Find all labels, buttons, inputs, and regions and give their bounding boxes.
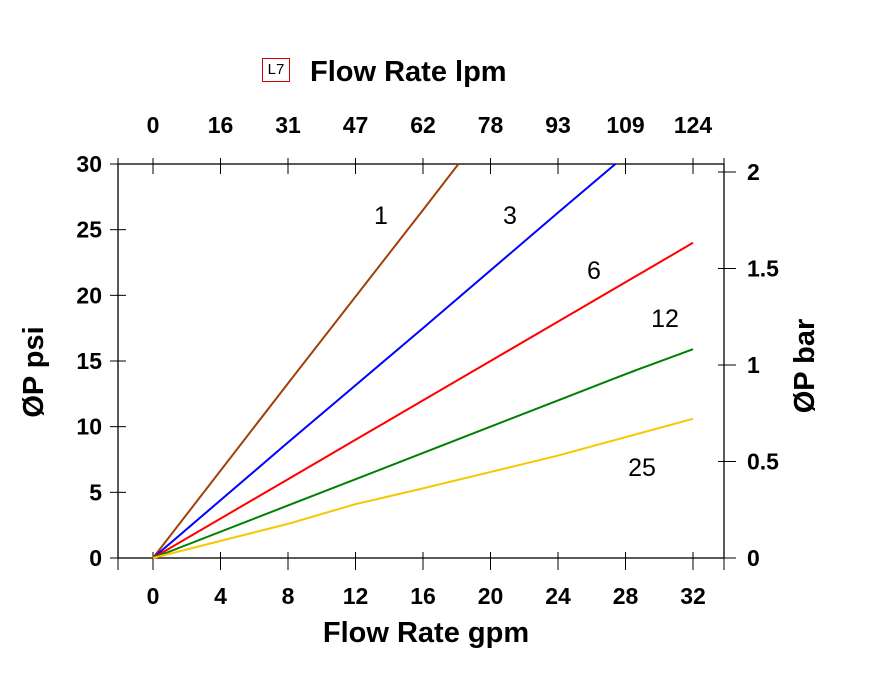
y-tick-label: 30 <box>76 151 102 177</box>
series-line-3 <box>152 163 617 559</box>
x2-tick-label: 31 <box>275 112 301 138</box>
x-tick-label: 8 <box>282 583 295 609</box>
x-tick-label: 12 <box>343 583 369 609</box>
series-line-12 <box>152 348 694 559</box>
x2-tick-label: 78 <box>478 112 504 138</box>
y-tick-label: 10 <box>76 414 102 440</box>
y-axis-title: ØP psi <box>18 326 50 417</box>
y-tick-label: 5 <box>89 479 102 505</box>
chart-badge: L7 <box>262 58 290 82</box>
x2-axis-title: Flow Rate lpm <box>310 56 507 88</box>
x-tick-label: 32 <box>680 583 706 609</box>
y2-tick-label: 1.5 <box>747 256 779 282</box>
series-line-25 <box>152 417 694 559</box>
series-label-1: 1 <box>374 202 388 230</box>
series-line-6 <box>152 241 694 559</box>
x-tick-label: 24 <box>545 583 571 609</box>
y2-tick-label: 0 <box>747 545 760 571</box>
y-tick-label: 20 <box>76 282 102 308</box>
x2-tick-label: 124 <box>674 112 713 138</box>
y2-axis-title: ØP bar <box>789 319 821 414</box>
y-tick-label: 15 <box>76 348 102 374</box>
y-tick-label: 0 <box>89 545 102 571</box>
y2-tick-label: 1 <box>747 352 760 378</box>
plot-frame <box>117 163 725 559</box>
x2-tick-label: 62 <box>410 112 436 138</box>
x-tick-label: 16 <box>410 583 436 609</box>
x-axis-title: Flow Rate gpm <box>323 617 529 649</box>
x2-tick-label: 109 <box>606 112 644 138</box>
x-tick-label: 20 <box>478 583 504 609</box>
x2-tick-label: 47 <box>343 112 369 138</box>
x2-tick-label: 0 <box>147 112 160 138</box>
x-tick-label: 0 <box>147 583 160 609</box>
series-line-1 <box>152 163 460 559</box>
x-tick-label: 4 <box>214 583 227 609</box>
series-label-25: 25 <box>628 454 656 482</box>
series-label-6: 6 <box>587 257 601 285</box>
x2-tick-label: 93 <box>545 112 571 138</box>
series-label-12: 12 <box>651 305 679 333</box>
series-label-3: 3 <box>503 202 517 230</box>
y2-tick-label: 2 <box>747 159 760 185</box>
x2-tick-label: 16 <box>208 112 234 138</box>
y-tick-label: 25 <box>76 217 102 243</box>
x-tick-label: 28 <box>613 583 639 609</box>
y2-tick-label: 0.5 <box>747 449 779 475</box>
